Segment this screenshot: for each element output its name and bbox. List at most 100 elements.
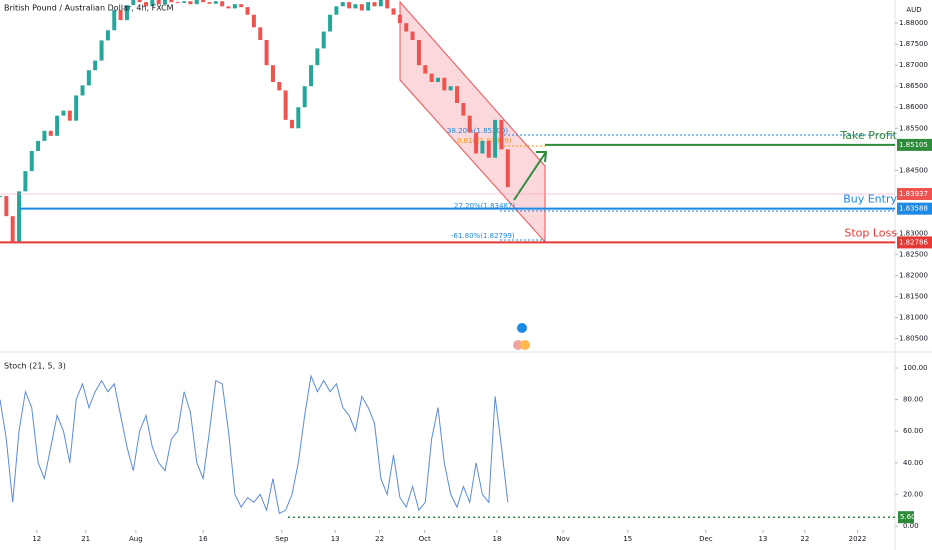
fib-label: 38.20%(1.85300) [447,127,508,135]
candle [283,90,288,120]
candle [169,0,174,3]
candle [353,4,358,9]
candle [448,86,453,91]
candle [404,23,409,32]
price-tag-label: 1.85105 [899,141,928,149]
chart-title: British Pound / Australian Dollar, 4h, F… [4,4,174,13]
candle [442,77,447,91]
price-tag [897,187,932,200]
y-tick-label: 1.86500 [899,82,928,90]
x-tick-label: 22 [800,535,809,543]
x-tick-label: Oct [419,535,431,543]
candle [213,1,218,4]
x-tick-label: Nov [556,535,570,543]
y-tick-label: 20.00 [903,490,923,498]
event-icon [520,340,530,350]
candle [499,119,504,150]
candle [391,8,396,15]
candle [486,140,491,158]
price-tag-label: 1.83588 [899,205,928,213]
candle [429,73,434,83]
candle [175,2,180,4]
candle [105,30,110,41]
candle [480,140,485,154]
candle [194,0,199,5]
candle [232,4,237,9]
value-tag-label: 5.60 [900,513,916,521]
y-tick-label: 1.82500 [899,250,928,258]
level-label: Take Profit [839,129,897,142]
candle [347,2,352,9]
price-tag-label: 1.83937 [899,190,928,198]
y-tick-label: 1.83000 [899,229,928,237]
candle [385,0,390,9]
candle [410,31,415,40]
price-tag [897,236,932,249]
candle [93,60,98,71]
candle [493,119,498,158]
y-tick-label: 1.87500 [899,40,928,48]
y-tick-label: 1.87000 [899,61,928,69]
candle [309,65,314,87]
y-tick-label: 1.85500 [899,124,928,132]
fib-label: 27.20%(1.83487) [454,202,515,210]
currency: AUD [906,6,921,14]
candle [10,216,15,242]
candle [48,130,53,136]
y-tick-label: 40.00 [903,459,923,467]
candle [0,195,2,197]
candle [245,7,250,15]
candle [182,1,187,3]
y-tick-label: 0.00 [903,522,919,530]
candle [112,10,117,31]
y-tick-label: 1.81500 [899,292,928,300]
candle [99,40,104,61]
candle [334,6,339,15]
candle [372,2,377,7]
candle [435,77,440,83]
candle [302,86,307,108]
candle [55,115,60,136]
candle [118,10,123,21]
x-tick-label: 13 [331,535,340,543]
candle [289,119,294,129]
y-tick-label: 1.84500 [899,166,928,174]
candle [340,2,345,7]
event-icon [517,323,527,333]
candle [156,0,161,5]
candle [17,191,22,242]
level-label: Buy Entry [843,193,897,206]
candle [67,110,72,121]
candle [359,4,364,11]
candle [270,65,275,83]
candle [42,130,47,141]
x-tick-label: 18 [493,535,502,543]
x-tick-label: 22 [375,535,384,543]
candle [23,171,28,192]
candle [150,0,155,7]
candle [74,95,79,121]
candle [36,140,41,151]
y-tick-label: 1.88000 [899,19,928,27]
candle [86,70,91,86]
candle [239,4,244,8]
candle [264,39,269,66]
x-tick-label: 13 [759,535,768,543]
candle [461,103,466,116]
candle [29,150,34,172]
x-tick-label: Dec [699,535,713,543]
candle [366,2,371,11]
candle [505,149,510,188]
price-tag-label: 1.82786 [899,238,928,246]
candle [188,1,193,5]
indicator-title: Stoch (21, 5, 3) [4,362,66,371]
candle [328,14,333,32]
x-tick-label: 21 [81,535,90,543]
level-label: Stop Loss [844,226,897,239]
y-tick-label: 60.00 [903,427,923,435]
candle [226,6,231,9]
x-tick-label: Aug [129,535,143,543]
candle [61,110,66,116]
candle [416,39,421,66]
